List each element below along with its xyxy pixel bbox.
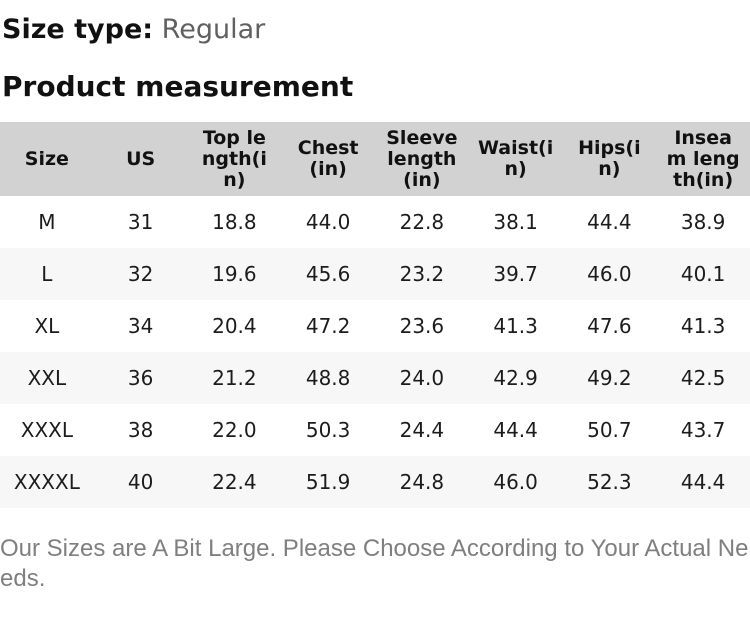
table-cell: 46.0 <box>587 262 632 286</box>
table-cell: 44.0 <box>305 210 351 234</box>
table-cell: 24.0 <box>399 366 445 390</box>
column-header-waist: Waist(in) <box>468 122 563 196</box>
table-cell: 23.2 <box>399 262 445 286</box>
table-row-xl: XL 34 20.4 47.2 23.6 41.3 47.6 41.3 <box>0 300 750 352</box>
table-cell: L <box>41 262 53 286</box>
table-cell: 34 <box>127 314 154 338</box>
column-header-sleeve-length: Sleeve length(in) <box>375 122 469 196</box>
table-cell: 51.9 <box>305 470 351 494</box>
table-cell: XXL <box>27 366 67 390</box>
sizing-disclaimer-note: Our Sizes are A Bit Large. Please Choose… <box>0 535 749 592</box>
table-cell: 24.4 <box>399 418 445 442</box>
table-body: M 31 18.8 44.0 22.8 38.1 44.4 38.9 L 32 … <box>0 196 750 508</box>
table-row-m: M 31 18.8 44.0 22.8 38.1 44.4 38.9 <box>0 196 750 248</box>
column-header-hips: Hips(in) <box>562 122 657 196</box>
table-cell: XXXL <box>20 418 73 442</box>
table-cell: 46.0 <box>493 470 538 494</box>
size-chart-page: { "size_type": { "label": "Size type:", … <box>0 13 750 619</box>
table-cell: 49.2 <box>587 366 632 390</box>
column-header-inseam-length: Inseam length(in) <box>656 122 750 196</box>
table-cell: 38 <box>127 418 154 442</box>
table-cell: 31 <box>127 210 154 234</box>
table-cell: 50.7 <box>587 418 632 442</box>
table-row-xxxl: XXXL 38 22.0 50.3 24.4 44.4 50.7 43.7 <box>0 404 750 456</box>
size-type-line: Size type: Regular <box>2 13 750 46</box>
table-cell: 40 <box>127 470 154 494</box>
table-cell: 47.2 <box>305 314 351 338</box>
table-row-xxl: XXL 36 21.2 48.8 24.0 42.9 49.2 42.5 <box>0 352 750 404</box>
table-cell: 38.1 <box>493 210 538 234</box>
table-cell: 47.6 <box>587 314 632 338</box>
table-cell: 40.1 <box>680 262 726 286</box>
size-type-value: Regular <box>161 14 266 45</box>
table-cell: 32 <box>127 262 154 286</box>
table-cell: 41.3 <box>493 314 538 338</box>
table-cell: 43.7 <box>680 418 726 442</box>
table-cell: 48.8 <box>305 366 351 390</box>
table-cell: 21.2 <box>212 366 257 390</box>
column-header-top-length: Top length(in) <box>187 122 282 196</box>
table-cell: 44.4 <box>587 210 632 234</box>
table-cell: 41.3 <box>680 314 726 338</box>
table-cell: M <box>38 210 56 234</box>
table-row-l: L 32 19.6 45.6 23.2 39.7 46.0 40.1 <box>0 248 750 300</box>
table-cell: XXXXL <box>13 470 80 494</box>
product-measurement-title: Product measurement <box>2 70 354 103</box>
table-row-xxxxl: XXXXL 40 22.4 51.9 24.8 46.0 52.3 44.4 <box>0 456 750 508</box>
table-cell: 44.4 <box>680 470 726 494</box>
product-measurement-table: Size US Top length(in) Chest(in) Sleeve … <box>0 122 750 508</box>
table-cell: 24.8 <box>399 470 445 494</box>
column-header-us: US <box>93 122 188 196</box>
table-cell: 39.7 <box>493 262 538 286</box>
table-cell: 23.6 <box>399 314 445 338</box>
table-cell: 22.4 <box>212 470 257 494</box>
table-cell: 52.3 <box>587 470 632 494</box>
table-cell: 18.8 <box>212 210 257 234</box>
table-cell: 42.5 <box>680 366 726 390</box>
table-cell: 20.4 <box>212 314 257 338</box>
table-cell: 38.9 <box>680 210 726 234</box>
table-header: Size US Top length(in) Chest(in) Sleeve … <box>0 122 750 196</box>
column-header-size: Size <box>0 122 94 196</box>
table-cell: XL <box>34 314 60 338</box>
table-cell: 42.9 <box>493 366 538 390</box>
table-cell: 22.0 <box>212 418 257 442</box>
table-cell: 50.3 <box>305 418 351 442</box>
table-cell: 19.6 <box>212 262 257 286</box>
table-header-row: Size US Top length(in) Chest(in) Sleeve … <box>0 122 750 196</box>
table-cell: 44.4 <box>493 418 538 442</box>
column-header-chest: Chest(in) <box>281 122 375 196</box>
table-cell: 36 <box>127 366 154 390</box>
size-type-label: Size type: <box>2 14 154 45</box>
table-cell: 45.6 <box>305 262 351 286</box>
table-cell: 22.8 <box>399 210 445 234</box>
